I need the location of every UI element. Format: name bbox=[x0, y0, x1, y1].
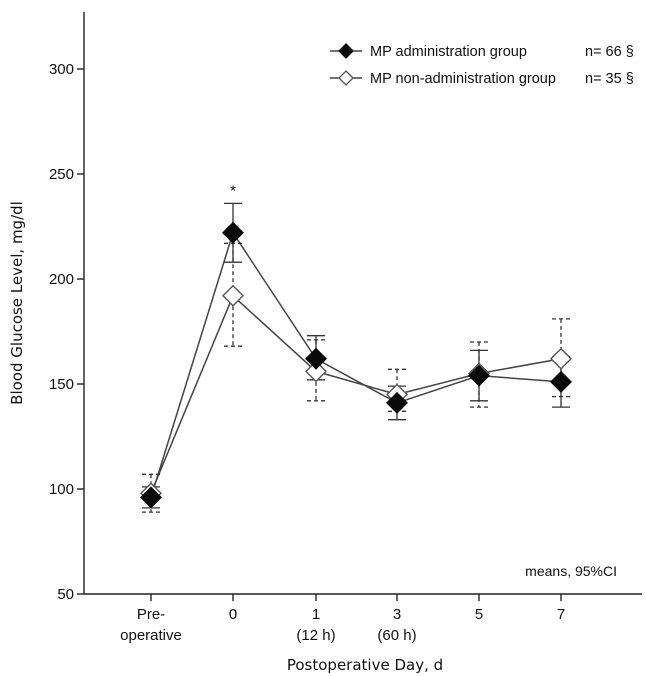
series-lines bbox=[150, 231, 562, 498]
filled-diamond-point bbox=[386, 391, 408, 414]
x-tick-label: 5 bbox=[475, 606, 483, 623]
x-tick-label: 3 bbox=[393, 606, 401, 623]
series-line bbox=[150, 294, 562, 494]
y-axis-title: Blood Glucose Level, mg/dl bbox=[8, 201, 26, 405]
filled-diamond-point bbox=[222, 221, 244, 244]
ci-note: means, 95%CI bbox=[525, 563, 617, 579]
open-diamond-point bbox=[305, 360, 327, 383]
x-tick-label: Pre- bbox=[137, 606, 165, 623]
significance-asterisk: * bbox=[230, 182, 236, 199]
y-tick-label: 200 bbox=[49, 271, 74, 288]
x-tick-label: 1 bbox=[312, 606, 320, 623]
y-tick-label: 100 bbox=[49, 481, 74, 498]
legend-series-label: MP non-administration group bbox=[370, 71, 556, 87]
legend: MP administration group n= 66 § MP non-adm… bbox=[330, 43, 634, 87]
annotations: * bbox=[230, 182, 236, 199]
x-axis-title: Postoperative Day, d bbox=[287, 656, 443, 674]
open-diamond-point bbox=[550, 347, 572, 370]
y-tick-label: 150 bbox=[49, 376, 74, 393]
y-ticks: 50 100 150 200 250 300 bbox=[49, 61, 84, 603]
error-bars bbox=[142, 202, 570, 513]
axes bbox=[83, 12, 642, 595]
y-tick-label: 250 bbox=[49, 166, 74, 183]
legend-filled-diamond bbox=[338, 43, 354, 59]
y-tick-label: 300 bbox=[49, 61, 74, 78]
x-tick-sublabel: (12 h) bbox=[296, 627, 335, 644]
x-tick-sublabel: operative bbox=[120, 627, 182, 644]
filled-diamond-point bbox=[550, 370, 572, 393]
x-tick-label: 0 bbox=[229, 606, 237, 623]
x-ticks: Pre-operative 0 1 (12 h) 3 (60 h) 5 7 bbox=[120, 594, 565, 644]
series-line bbox=[150, 231, 562, 498]
open-diamond-point bbox=[222, 284, 244, 307]
x-tick-label: 7 bbox=[557, 606, 565, 623]
series-markers bbox=[140, 221, 572, 509]
filled-diamond-point bbox=[468, 364, 490, 387]
legend-n-label: n= 66 § bbox=[585, 44, 634, 60]
filled-diamond-point bbox=[140, 486, 162, 509]
x-tick-sublabel: (60 h) bbox=[377, 627, 416, 644]
legend-series-label: MP administration group bbox=[370, 44, 527, 60]
filled-diamond-point bbox=[305, 347, 327, 370]
legend-n-label: n= 35 § bbox=[585, 71, 634, 87]
legend-open-diamond bbox=[338, 70, 354, 86]
y-tick-label: 50 bbox=[57, 586, 74, 603]
